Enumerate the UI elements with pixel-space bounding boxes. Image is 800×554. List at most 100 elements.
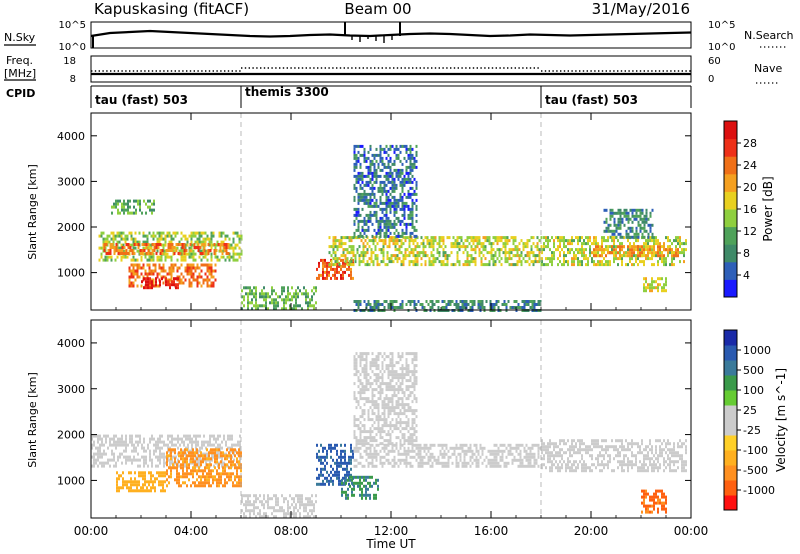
heatmap-cell <box>144 471 146 475</box>
heatmap-cell <box>637 248 639 252</box>
heatmap-cell <box>500 236 503 240</box>
heatmap-cell <box>192 481 194 485</box>
heatmap-cell <box>440 260 443 264</box>
heatmap-cell <box>344 261 346 265</box>
heatmap-cell <box>336 257 339 261</box>
heatmap-cell <box>152 284 155 288</box>
heatmap-cell <box>177 437 179 441</box>
heatmap-cell <box>409 385 412 389</box>
heatmap-cell <box>399 388 402 392</box>
heatmap-cell <box>208 457 210 461</box>
heatmap-cell <box>267 497 269 501</box>
heatmap-cell <box>345 478 347 482</box>
heatmap-cell <box>396 254 399 258</box>
heatmap-cell <box>245 286 247 290</box>
heatmap-cell <box>407 370 410 374</box>
heatmap-cell <box>397 379 400 383</box>
heatmap-cell <box>129 211 131 215</box>
heatmap-cell <box>135 434 137 438</box>
heatmap-cell <box>102 258 105 262</box>
heatmap-cell <box>395 406 398 410</box>
heatmap-cell <box>389 409 392 413</box>
heatmap-cell <box>415 424 418 428</box>
heatmap-cell <box>328 473 330 477</box>
heatmap-cell <box>387 388 390 392</box>
heatmap-cell <box>619 217 622 221</box>
heatmap-cell <box>391 352 394 356</box>
heatmap-cell <box>132 237 135 241</box>
heatmap-cell <box>675 251 677 255</box>
heatmap-cell <box>158 258 161 262</box>
heatmap-cell <box>391 367 394 371</box>
heatmap-cell <box>154 234 157 238</box>
nsky-label: N.Sky <box>4 31 36 44</box>
heatmap-cell <box>577 242 579 246</box>
heatmap-cell <box>420 257 423 261</box>
heatmap-cell <box>359 361 362 365</box>
heatmap-cell <box>359 433 362 437</box>
heatmap-cell <box>494 254 497 258</box>
heatmap-cell <box>119 437 121 441</box>
heatmap-cell <box>121 434 123 438</box>
heatmap-cell <box>412 254 415 258</box>
heatmap-cell <box>514 236 517 240</box>
heatmap-cell <box>230 466 232 470</box>
heatmap-cell <box>597 242 599 246</box>
heatmap-cell <box>255 292 257 296</box>
heatmap-cell <box>432 242 435 246</box>
heatmap-cell <box>677 251 679 255</box>
heatmap-cell <box>190 469 192 473</box>
heatmap-cell <box>490 251 493 255</box>
heatmap-cell <box>418 254 421 258</box>
heatmap-cell <box>470 236 473 240</box>
heatmap-cell <box>208 481 210 485</box>
heatmap-cell <box>549 239 551 243</box>
heatmap-cell <box>243 298 245 302</box>
heatmap-cell <box>534 260 537 264</box>
heatmap-cell <box>365 219 368 223</box>
heatmap-cell <box>415 219 418 223</box>
heatmap-cell <box>631 254 633 258</box>
heatmap-cell <box>359 352 362 356</box>
heatmap-cell <box>204 278 207 282</box>
heatmap-cell <box>208 263 211 267</box>
heatmap-cell <box>393 168 396 172</box>
heatmap-cell <box>342 461 344 465</box>
heatmap-cell <box>349 478 351 482</box>
heatmap-cell <box>401 234 404 238</box>
heatmap-cell <box>125 437 127 441</box>
heatmap-cell <box>605 239 607 243</box>
heatmap-cell <box>181 437 183 441</box>
heatmap-cell <box>669 248 671 252</box>
heatmap-cell <box>591 257 593 261</box>
heatmap-cell <box>93 455 95 459</box>
heatmap-cell <box>538 239 541 243</box>
heatmap-cell <box>448 236 451 240</box>
heatmap-cell <box>322 482 324 486</box>
heatmap-cell <box>168 278 171 282</box>
heatmap-cell <box>403 412 406 416</box>
heatmap-cell <box>375 364 378 368</box>
heatmap-cell <box>346 467 348 471</box>
heatmap-cell <box>353 367 356 371</box>
heatmap-cell <box>228 237 231 241</box>
heatmap-cell <box>409 168 412 172</box>
heatmap-cell <box>367 493 369 497</box>
heatmap-cell <box>188 472 190 476</box>
heatmap-cell <box>403 201 406 205</box>
heatmap-cell <box>251 292 253 296</box>
heatmap-cell <box>541 251 543 255</box>
heatmap-cell <box>153 449 155 453</box>
heatmap-cell <box>139 252 142 255</box>
heatmap-cell <box>271 286 273 290</box>
heatmap-cell <box>283 512 285 516</box>
heatmap-cell <box>597 263 599 267</box>
heatmap-cell <box>301 292 303 296</box>
heatmap-cell <box>328 482 330 486</box>
heatmap-cell <box>488 251 491 255</box>
heatmap-cell <box>399 430 402 434</box>
heatmap-cell <box>361 153 364 157</box>
heatmap-cell <box>389 144 392 148</box>
heatmap-cell <box>359 364 362 368</box>
heatmap-cell <box>132 246 135 250</box>
